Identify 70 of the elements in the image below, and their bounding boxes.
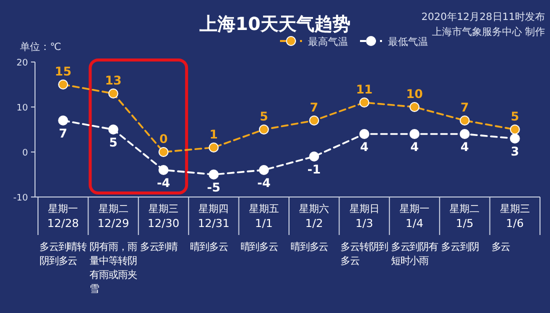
y-tick-label: -10: [13, 194, 28, 204]
point: [460, 129, 470, 139]
point: [410, 129, 420, 139]
point: [510, 124, 520, 134]
data-label: 4: [410, 140, 419, 154]
data-label: 11: [356, 82, 373, 96]
data-label: 4: [460, 140, 469, 154]
point: [108, 124, 118, 134]
data-label: 7: [460, 100, 469, 114]
x-tick-label: 星期一 1/4: [400, 203, 430, 230]
x-tick-label: 星期一 12/28: [47, 203, 79, 230]
data-label: -4: [257, 176, 271, 190]
x-tick-label: 星期三 1/6: [500, 203, 530, 230]
data-label: -4: [156, 176, 170, 190]
chart-title: 上海10天天气趋势: [198, 14, 351, 35]
point: [309, 152, 320, 162]
x-tick-label: 星期四 12/31: [198, 203, 230, 230]
x-tick-label: 星期二 12/29: [97, 203, 130, 230]
x-tick-label: 星期六 1/2: [299, 203, 330, 230]
text: 上海市气象服务中心 制作: [432, 26, 545, 38]
data-label: 5: [260, 110, 268, 124]
data-label: 7: [310, 100, 318, 114]
point: [158, 147, 168, 157]
point: [208, 142, 219, 152]
point: [359, 129, 370, 139]
data-label: 15: [54, 64, 72, 78]
y-tick-label: 20: [16, 58, 28, 68]
text: 2020年12月28日11时发布: [421, 11, 545, 23]
data-label: 5: [510, 110, 520, 124]
data-label: -1: [307, 162, 321, 176]
text: 多云到晴: [140, 241, 178, 253]
point: [108, 88, 118, 98]
x-tick-label: 星期三 12/30: [148, 203, 180, 230]
text: 多云转阴到多云: [340, 241, 388, 267]
point: [309, 116, 320, 126]
point: [510, 134, 520, 144]
text: 晴到多云: [190, 241, 228, 253]
data-label: 7: [58, 126, 68, 140]
data-label: 0: [159, 132, 168, 146]
point: [258, 165, 269, 175]
point: [410, 102, 420, 112]
point: [460, 116, 470, 126]
point: [359, 98, 370, 108]
x-tick-label: 星期五 1/1: [248, 203, 279, 230]
data-label: 3: [510, 144, 520, 158]
legend-label: 最高气温: [308, 36, 348, 48]
x-tick-label: 星期二 1/5: [450, 203, 480, 230]
y-tick-label: 10: [16, 104, 28, 114]
data-label: 5: [109, 136, 118, 150]
text: 多云到晴转阴到多云: [40, 241, 88, 267]
point: [258, 124, 269, 134]
text: 多云: [491, 241, 511, 253]
text: 晴到多云: [240, 241, 278, 253]
point: [158, 165, 168, 175]
data-label: 13: [104, 74, 122, 88]
data-label: 4: [360, 140, 368, 154]
y-axis-title: 单位：℃: [20, 41, 62, 53]
data-label: -5: [207, 180, 220, 194]
data-label: 10: [406, 87, 423, 101]
point: [208, 170, 219, 180]
point: [58, 80, 68, 90]
x-tick-label: 星期日 1/3: [349, 203, 380, 230]
y-tick-label: 0: [22, 148, 28, 158]
point: [58, 116, 68, 126]
legend-label: 最低气温: [388, 36, 428, 48]
data-label: 1: [210, 128, 218, 142]
text: 晴到多云: [290, 241, 329, 253]
text: 多云到阴: [441, 241, 479, 253]
text: 阴有雨，雨量中等转阴有雨或雨夹雪: [90, 241, 138, 295]
text: 多云到阴有短时小雨: [390, 241, 438, 267]
